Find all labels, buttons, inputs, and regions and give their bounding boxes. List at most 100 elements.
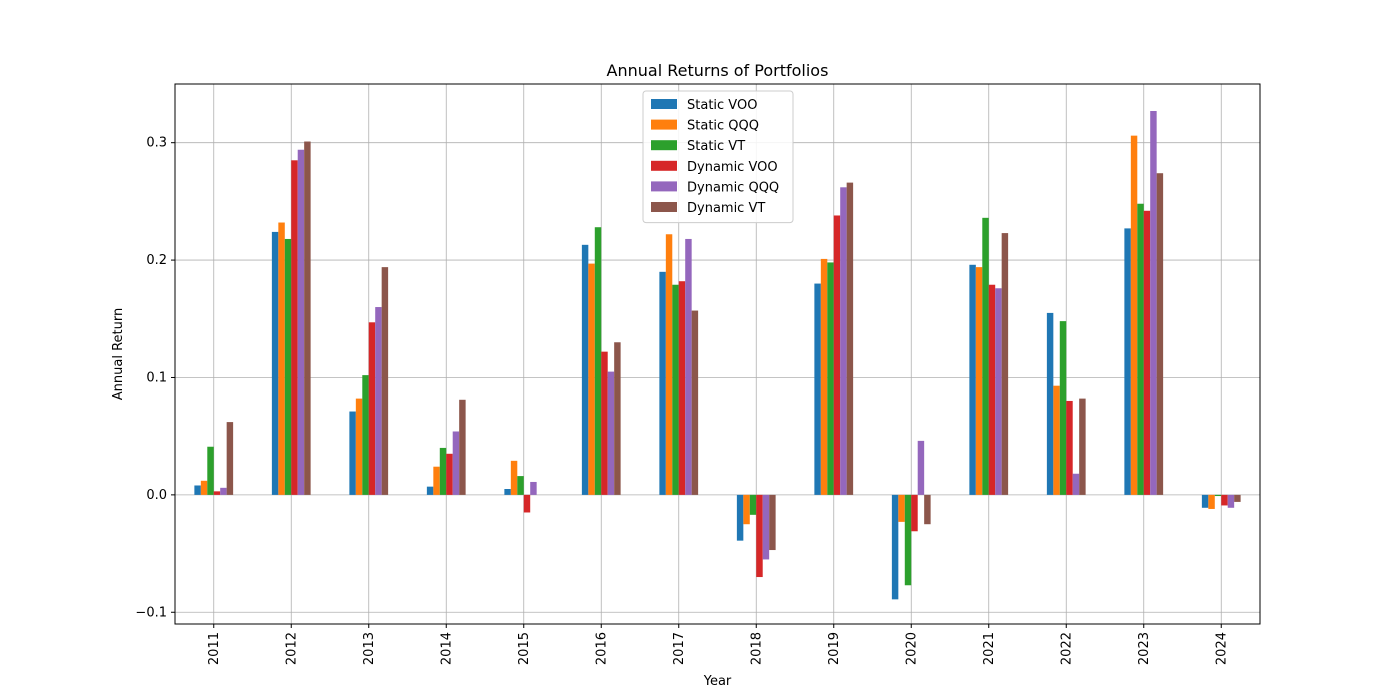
bar-dynamic-qqq-2015: [530, 481, 537, 495]
bar-dynamic-voo-2016: [601, 351, 608, 495]
y-tick-label: 0.3: [146, 136, 167, 151]
bar-static-vt-2012: [284, 238, 292, 495]
bar-static-qqq-2015: [510, 460, 518, 495]
legend-swatch: [651, 99, 677, 109]
bar-dynamic-qqq-2011: [220, 487, 227, 495]
y-axis-label: Annual Return: [111, 308, 126, 400]
bar-static-voo-2011: [194, 485, 201, 495]
x-tick-label: 2011: [207, 632, 222, 665]
bar-dynamic-voo-2020: [911, 494, 918, 532]
bar-dynamic-vt-2011: [226, 422, 234, 495]
bar-dynamic-voo-2013: [368, 322, 376, 495]
bar-dynamic-voo-2022: [1066, 400, 1073, 495]
bar-dynamic-voo-2011: [213, 491, 221, 495]
axis-ticks: −0.1 0.0 0.1 0.2 0.3 2011 2012 2013 2014 2015 2016…: [135, 136, 1229, 665]
bar-dynamic-voo-2021: [988, 284, 996, 495]
bar-dynamic-voo-2023: [1143, 210, 1151, 495]
bar-static-voo-2019: [814, 283, 821, 495]
legend-entry: Dynamic VOO: [687, 160, 778, 175]
x-tick-label: 2012: [284, 632, 299, 665]
x-tick-label: 2022: [1059, 632, 1074, 665]
bar-dynamic-vt-2013: [381, 267, 389, 495]
y-tick-label: 0.0: [146, 488, 167, 503]
bar-dynamic-vt-2017: [691, 310, 699, 495]
bar-dynamic-qqq-2022: [1072, 473, 1080, 495]
bar-dynamic-qqq-2020: [917, 440, 925, 495]
bar-static-qqq-2014: [433, 466, 440, 495]
bar-static-vt-2015: [517, 476, 524, 495]
bar-static-qqq-2019: [820, 258, 828, 495]
bar-static-qqq-2020: [898, 494, 905, 522]
x-tick-label: 2020: [904, 632, 919, 665]
bar-dynamic-qqq-2014: [452, 431, 460, 495]
bar-dynamic-vt-2024: [1234, 494, 1241, 502]
legend-entry: Dynamic QQQ: [687, 180, 779, 195]
bar-static-voo-2012: [271, 231, 279, 495]
x-tick-label: 2015: [517, 632, 532, 665]
bar-static-voo-2021: [969, 264, 976, 495]
bar-static-vt-2021: [982, 217, 989, 495]
bar-dynamic-qqq-2021: [995, 288, 1002, 495]
y-tick-label: −0.1: [135, 605, 167, 620]
bar-dynamic-voo-2012: [291, 160, 298, 495]
legend-entry: Static VT: [687, 139, 745, 154]
bar-dynamic-vt-2021: [1001, 233, 1009, 495]
bar-dynamic-qqq-2013: [375, 307, 382, 495]
legend-swatch: [651, 119, 677, 130]
legend-swatch: [651, 202, 677, 212]
bar-static-vt-2011: [207, 446, 214, 495]
x-axis-label: Year: [703, 674, 732, 689]
bar-static-voo-2015: [504, 489, 511, 495]
bar-static-vt-2023: [1137, 203, 1144, 495]
bar-dynamic-voo-2015: [523, 494, 531, 513]
bar-static-qqq-2013: [355, 398, 363, 495]
bar-static-qqq-2018: [743, 494, 750, 525]
bar-dynamic-voo-2018: [756, 494, 763, 578]
bar-dynamic-voo-2014: [446, 453, 453, 495]
chart-title: Annual Returns of Portfolios: [607, 61, 829, 80]
bar-static-qqq-2017: [665, 234, 673, 495]
bar-static-voo-2013: [349, 411, 356, 495]
bar-static-voo-2016: [581, 244, 589, 495]
bar-dynamic-qqq-2012: [297, 149, 305, 495]
bar-dynamic-qqq-2023: [1150, 111, 1157, 495]
bar-dynamic-qqq-2018: [762, 494, 770, 560]
bar-dynamic-vt-2016: [614, 342, 621, 495]
legend-entry: Static QQQ: [687, 119, 759, 134]
bar-static-vt-2019: [827, 262, 834, 495]
bar-static-qqq-2021: [975, 267, 983, 495]
x-tick-label: 2019: [827, 632, 842, 665]
bar-dynamic-voo-2019: [833, 215, 841, 495]
bar-static-vt-2016: [594, 227, 602, 495]
bar-static-voo-2023: [1124, 228, 1131, 495]
y-tick-label: 0.2: [146, 253, 167, 268]
bar-dynamic-vt-2022: [1079, 398, 1086, 495]
bar-static-vt-2022: [1059, 321, 1067, 495]
bar-dynamic-qqq-2019: [840, 187, 847, 495]
bar-dynamic-vt-2014: [459, 399, 466, 495]
bar-static-qqq-2023: [1130, 135, 1138, 495]
bar-dynamic-voo-2017: [678, 281, 686, 495]
bar-static-vt-2017: [672, 284, 679, 495]
legend: Static VOO Static QQQ Static VT Dynamic VOO…: [642, 90, 794, 224]
x-tick-label: 2023: [1137, 632, 1152, 665]
x-tick-label: 2018: [749, 632, 764, 665]
x-tick-label: 2016: [594, 632, 609, 665]
bar-dynamic-vt-2012: [304, 141, 311, 495]
x-tick-label: 2013: [362, 632, 377, 665]
bar-dynamic-qqq-2016: [607, 371, 615, 495]
bar-static-qqq-2012: [278, 222, 285, 495]
bar-dynamic-vt-2019: [846, 182, 854, 495]
plot-frame: [174, 83, 1261, 625]
bar-static-vt-2018: [749, 494, 757, 515]
bar-static-vt-2020: [904, 494, 912, 586]
bar-static-vt-2024: [1214, 494, 1222, 497]
bar-static-qqq-2011: [200, 480, 208, 495]
x-tick-label: 2014: [439, 632, 454, 665]
x-tick-label: 2021: [982, 632, 997, 665]
x-tick-label: 2017: [672, 632, 687, 665]
bar-static-voo-2018: [736, 494, 744, 541]
bar-dynamic-voo-2024: [1221, 494, 1228, 506]
x-tick-label: 2024: [1214, 632, 1229, 665]
